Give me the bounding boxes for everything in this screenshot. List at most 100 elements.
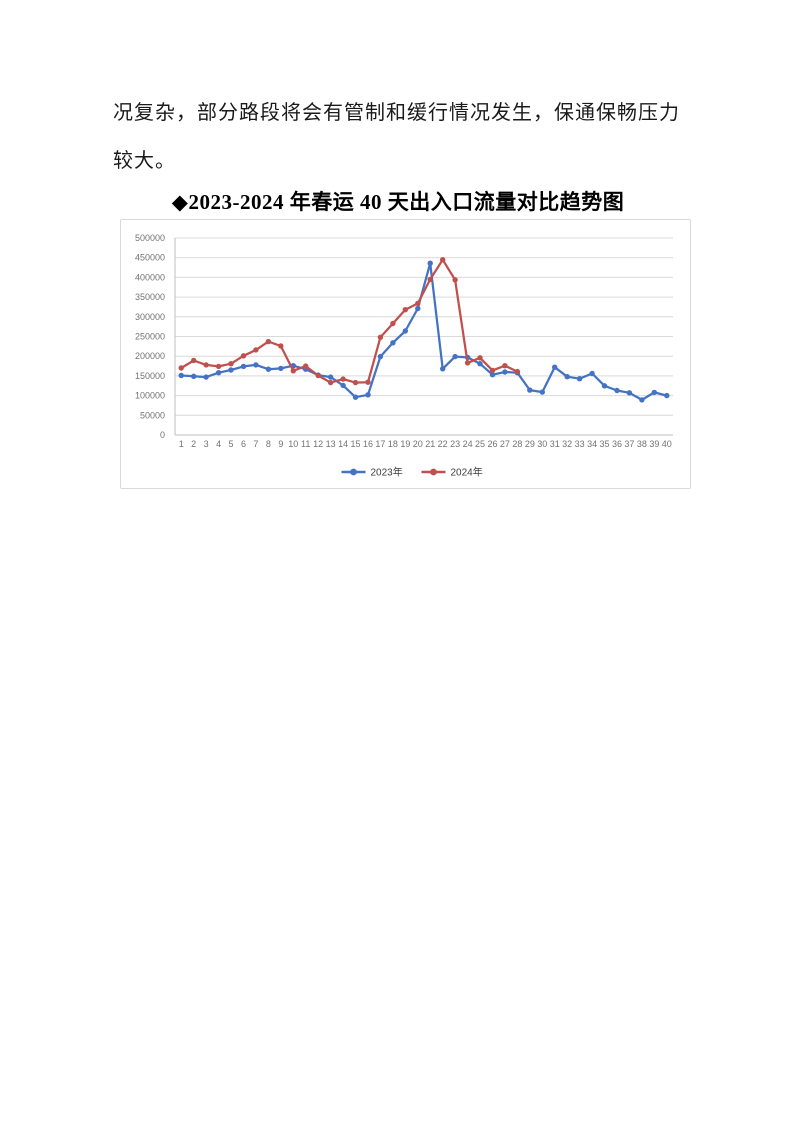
data-point-marker [664,392,670,399]
legend-item-2023年: 2023年 [341,466,403,479]
data-point-marker [514,368,521,375]
x-tick-label: 1 [179,439,184,449]
data-point-marker [489,372,496,378]
data-point-marker [527,387,533,393]
data-point-marker [228,361,234,367]
data-point-marker [502,369,508,375]
x-tick-label: 27 [500,439,510,449]
data-point-marker [191,373,197,379]
data-point-marker [340,382,346,389]
data-point-marker [552,364,558,370]
data-point-marker [327,374,334,380]
x-tick-label: 25 [475,439,485,449]
y-tick-label: 350000 [135,292,165,302]
data-point-marker [377,334,384,340]
data-point-marker [564,374,570,380]
x-tick-label: 2 [191,439,196,449]
legend-label: 2024年 [451,466,483,479]
x-tick-label: 7 [253,439,258,449]
legend-label: 2023年 [371,466,403,479]
data-point-marker [452,353,458,360]
x-tick-label: 10 [288,439,298,449]
y-tick-label: 400000 [135,272,165,282]
legend-marker [430,468,437,476]
data-point-marker [340,376,346,382]
x-tick-label: 30 [537,439,547,449]
data-point-marker [427,276,433,283]
data-point-marker [576,376,583,382]
series-2024年 [178,257,521,386]
x-tick-label: 14 [338,439,348,449]
data-point-marker [278,365,284,372]
data-point-marker [278,343,284,349]
data-point-marker [502,363,508,369]
data-point-marker [253,362,259,368]
x-tick-label: 40 [662,439,672,449]
data-point-marker [639,397,645,403]
data-point-marker [215,363,222,370]
data-point-marker [303,363,309,369]
data-point-marker [228,367,234,373]
x-tick-label: 5 [229,439,234,449]
data-point-marker [290,368,296,374]
x-tick-label: 34 [587,439,597,449]
x-tick-label: 16 [363,439,373,449]
series-line-2024年 [180,258,519,384]
body-paragraph-line-1: 况复杂，部分路段将会有管制和缓行情况发生，保通保畅压力 [113,102,680,124]
y-tick-label: 200000 [135,351,165,361]
data-point-marker [191,357,197,364]
y-tick-label: 500000 [135,233,165,243]
x-tick-label: 8 [266,439,271,449]
x-axis-tick-labels: 1 2 3 4 5 6 7 8 9 10 11 12 13 14 15 16 17 18 19 20 21 22 23 24 2… [179,439,672,449]
x-tick-label: 39 [649,439,659,449]
x-tick-label: 32 [562,439,572,449]
x-tick-label: 37 [624,439,634,449]
legend-marker [350,468,357,476]
x-tick-label: 13 [326,439,336,449]
x-tick-label: 24 [463,439,473,449]
data-point-marker [601,383,608,389]
x-tick-label: 19 [400,439,410,449]
y-tick-label: 150000 [135,371,165,381]
x-tick-label: 3 [204,439,209,449]
data-point-marker [402,307,408,313]
series-2023年 [178,260,670,403]
series-line-2023年 [180,262,668,402]
data-point-marker [265,366,272,372]
data-point-marker [390,320,396,327]
data-point-marker [240,363,247,370]
x-tick-label: 36 [612,439,622,449]
data-point-marker [390,340,396,346]
data-point-marker [327,379,334,386]
data-point-marker [203,374,209,380]
line-chart-canvas: 0500001000001500002000002500003000003500… [135,233,673,479]
gridlines [175,237,673,436]
data-point-marker [440,257,446,263]
legend-item-2024年: 2024年 [421,466,483,479]
x-tick-label: 9 [278,439,283,449]
x-tick-label: 31 [550,439,560,449]
data-point-marker [265,338,272,345]
data-point-marker [240,353,247,359]
data-point-marker [440,366,446,372]
data-point-marker [178,372,184,379]
x-tick-label: 4 [216,439,221,449]
data-point-marker [215,370,222,376]
data-point-marker [365,379,371,385]
x-tick-label: 38 [637,439,647,449]
x-tick-label: 22 [438,439,448,449]
data-point-marker [464,360,471,366]
y-tick-label: 100000 [135,391,165,401]
data-point-marker [614,387,620,394]
x-tick-label: 33 [575,439,585,449]
legend: 2023年 2024年 [341,466,483,479]
x-tick-label: 28 [512,439,522,449]
x-tick-label: 15 [351,439,361,449]
x-tick-label: 21 [425,439,435,449]
data-point-marker [452,277,458,283]
y-tick-label: 450000 [135,253,165,263]
y-tick-label: 0 [160,430,165,440]
data-point-marker [626,390,633,396]
data-point-marker [427,260,433,266]
y-axis-tick-labels: 0 50000 100000 150000 200000 250000 300000 3500… [135,233,165,440]
